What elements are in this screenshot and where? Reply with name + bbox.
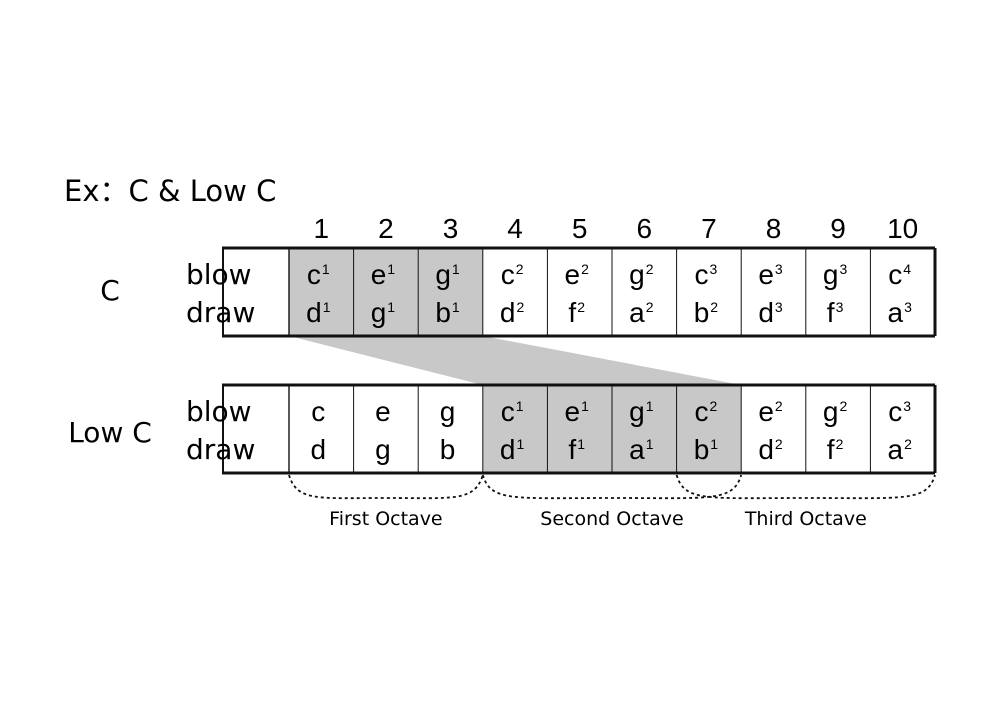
draw-note-octave-mark: 1	[387, 299, 395, 315]
draw-note-octave-mark: 1	[323, 299, 331, 315]
draw-note-octave-mark: 1	[646, 436, 654, 452]
draw-note: g	[375, 434, 391, 465]
blow-note-octave-mark: 2	[775, 398, 783, 414]
octave-label: First Octave	[329, 508, 442, 530]
draw-note-octave-mark: 1	[452, 299, 460, 315]
draw-note-octave-mark: 1	[516, 436, 524, 452]
blow-note: e2	[758, 396, 783, 427]
draw-note: a1	[629, 434, 654, 465]
highlighted-hole	[482, 385, 548, 473]
blow-note-octave-mark: 1	[581, 398, 589, 414]
draw-note: b2	[694, 297, 719, 328]
draw-label: draw	[186, 296, 255, 329]
octave-projection-band	[289, 336, 742, 385]
draw-note: d1	[306, 297, 331, 328]
draw-note-octave-mark: 2	[577, 299, 585, 315]
draw-note: a2	[888, 434, 913, 465]
blow-note-octave-mark: 3	[775, 261, 783, 277]
draw-note-octave-mark: 2	[904, 436, 912, 452]
blow-note: g2	[629, 259, 654, 290]
hole-numbers: 1 2 3 4 5 6 7 8 9 10	[314, 213, 919, 244]
blow-note: g3	[823, 259, 848, 290]
harmonica-name: C	[100, 274, 120, 307]
highlighted-hole	[289, 248, 354, 336]
blow-note-octave-mark: 1	[387, 261, 395, 277]
draw-note-octave-mark: 2	[710, 299, 718, 315]
draw-note: f3	[827, 297, 844, 328]
blow-note-octave-mark: 1	[322, 261, 330, 277]
blow-note-octave-mark: 3	[903, 398, 911, 414]
blow-note-octave-mark: 2	[581, 261, 589, 277]
draw-note: a3	[888, 297, 913, 328]
hole-number: 1	[314, 213, 330, 244]
blow-note-octave-mark: 1	[452, 261, 460, 277]
hole-number: 5	[572, 213, 588, 244]
highlighted-hole	[418, 248, 483, 336]
blow-note-octave-mark: 1	[646, 398, 654, 414]
table-low-c: Low Cblowdrawcdeggbc1d1e1f1g1a1c2b1e2d2g…	[68, 383, 937, 475]
draw-note-octave-mark: 1	[710, 436, 718, 452]
hole-number: 10	[887, 213, 918, 244]
highlighted-hole	[353, 248, 419, 336]
hole-number: 7	[701, 213, 717, 244]
octave-bracket	[288, 474, 484, 500]
draw-note: d3	[758, 297, 783, 328]
hole-number: 6	[637, 213, 653, 244]
blow-note: c	[311, 396, 325, 427]
harmonica-name: Low C	[68, 416, 152, 449]
blow-note: c2	[501, 259, 524, 290]
highlighted-hole	[612, 385, 677, 473]
blow-note-octave-mark: 2	[710, 398, 718, 414]
octave-brackets: First Octave Second Octave Third Octave	[288, 474, 936, 530]
highlighted-hole	[547, 385, 612, 473]
draw-note-octave-mark: 3	[904, 299, 912, 315]
hole-number: 4	[507, 213, 523, 244]
blow-note: c4	[888, 259, 911, 290]
draw-note-octave-mark: 1	[577, 436, 585, 452]
draw-note-octave-mark: 2	[646, 299, 654, 315]
hole-number: 9	[830, 213, 846, 244]
draw-note-octave-mark: 2	[836, 436, 844, 452]
highlighted-hole	[676, 385, 742, 473]
hole-number: 8	[766, 213, 782, 244]
draw-note: f2	[568, 297, 585, 328]
draw-note-octave-mark: 3	[836, 299, 844, 315]
octave-bracket	[481, 474, 743, 500]
draw-note-octave-mark: 2	[775, 436, 783, 452]
blow-note-octave-mark: 2	[516, 261, 524, 277]
octave-bracket	[675, 474, 936, 500]
blow-label: blow	[186, 258, 252, 291]
draw-note: d	[311, 434, 327, 465]
diagram-title: Ex：C & Low C	[64, 174, 276, 208]
hole-number: 3	[443, 213, 459, 244]
draw-note: b	[440, 434, 456, 465]
draw-note-octave-mark: 3	[775, 299, 783, 315]
blow-note: e1	[565, 396, 590, 427]
draw-note: f2	[827, 434, 844, 465]
blow-note: e	[375, 396, 391, 427]
draw-label: draw	[186, 433, 255, 466]
blow-note: e2	[565, 259, 590, 290]
blow-note-octave-mark: 1	[516, 398, 524, 414]
draw-note: d2	[500, 297, 525, 328]
blow-note: c3	[888, 396, 911, 427]
blow-note: g2	[823, 396, 848, 427]
blow-label: blow	[186, 395, 252, 428]
blow-note-octave-mark: 3	[839, 261, 847, 277]
draw-note: a2	[629, 297, 654, 328]
blow-note-octave-mark: 2	[839, 398, 847, 414]
draw-note: d2	[758, 434, 783, 465]
blow-note: g	[440, 396, 456, 427]
octave-label: Third Octave	[744, 508, 867, 530]
blow-note-octave-mark: 2	[646, 261, 654, 277]
blow-note-octave-mark: 4	[903, 261, 911, 277]
draw-note-octave-mark: 2	[516, 299, 524, 315]
blow-note: c3	[695, 259, 718, 290]
blow-note: e3	[758, 259, 783, 290]
blow-note-octave-mark: 3	[710, 261, 718, 277]
hole-number: 2	[378, 213, 394, 244]
octave-label: Second Octave	[540, 508, 683, 530]
